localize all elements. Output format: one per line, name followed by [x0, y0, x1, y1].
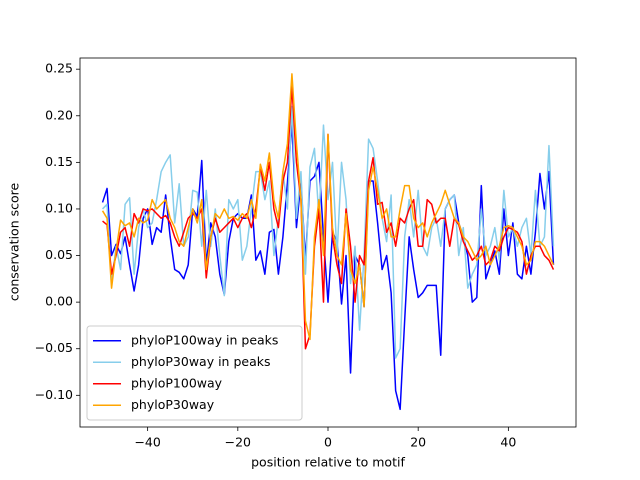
legend-label: phyloP30way	[131, 397, 215, 412]
y-tick-label: 0.10	[45, 200, 73, 215]
legend-label: phyloP100way in peaks	[131, 332, 278, 347]
x-axis-label: position relative to motif	[251, 455, 405, 470]
series-line	[101, 122, 555, 411]
plot-frame	[79, 57, 577, 428]
x-tick-label: −20	[225, 435, 251, 450]
series-line	[102, 105, 555, 359]
y-tick-label: −0.05	[35, 340, 73, 355]
y-tick-label: 0.00	[45, 294, 73, 309]
y-tick-label: 0.25	[45, 61, 73, 76]
legend: phyloP100way in peaks phyloP30way in peak…	[86, 325, 303, 421]
y-tick-label: 0.05	[45, 247, 73, 262]
y-tick-label: −0.10	[35, 387, 73, 402]
y-tick-label: 0.15	[45, 154, 73, 169]
legend-box	[86, 325, 303, 421]
x-tick-label: 20	[410, 435, 426, 450]
x-tick-label: −40	[134, 435, 160, 450]
series-line	[101, 73, 555, 341]
x-tick-label: 40	[500, 435, 516, 450]
x-tick-label: 0	[324, 435, 332, 450]
y-axis-label: conservation score	[7, 183, 22, 302]
legend-label: phyloP30way in peaks	[131, 354, 270, 369]
legend-label: phyloP100way	[131, 375, 223, 390]
y-tick-label: 0.20	[45, 107, 73, 122]
